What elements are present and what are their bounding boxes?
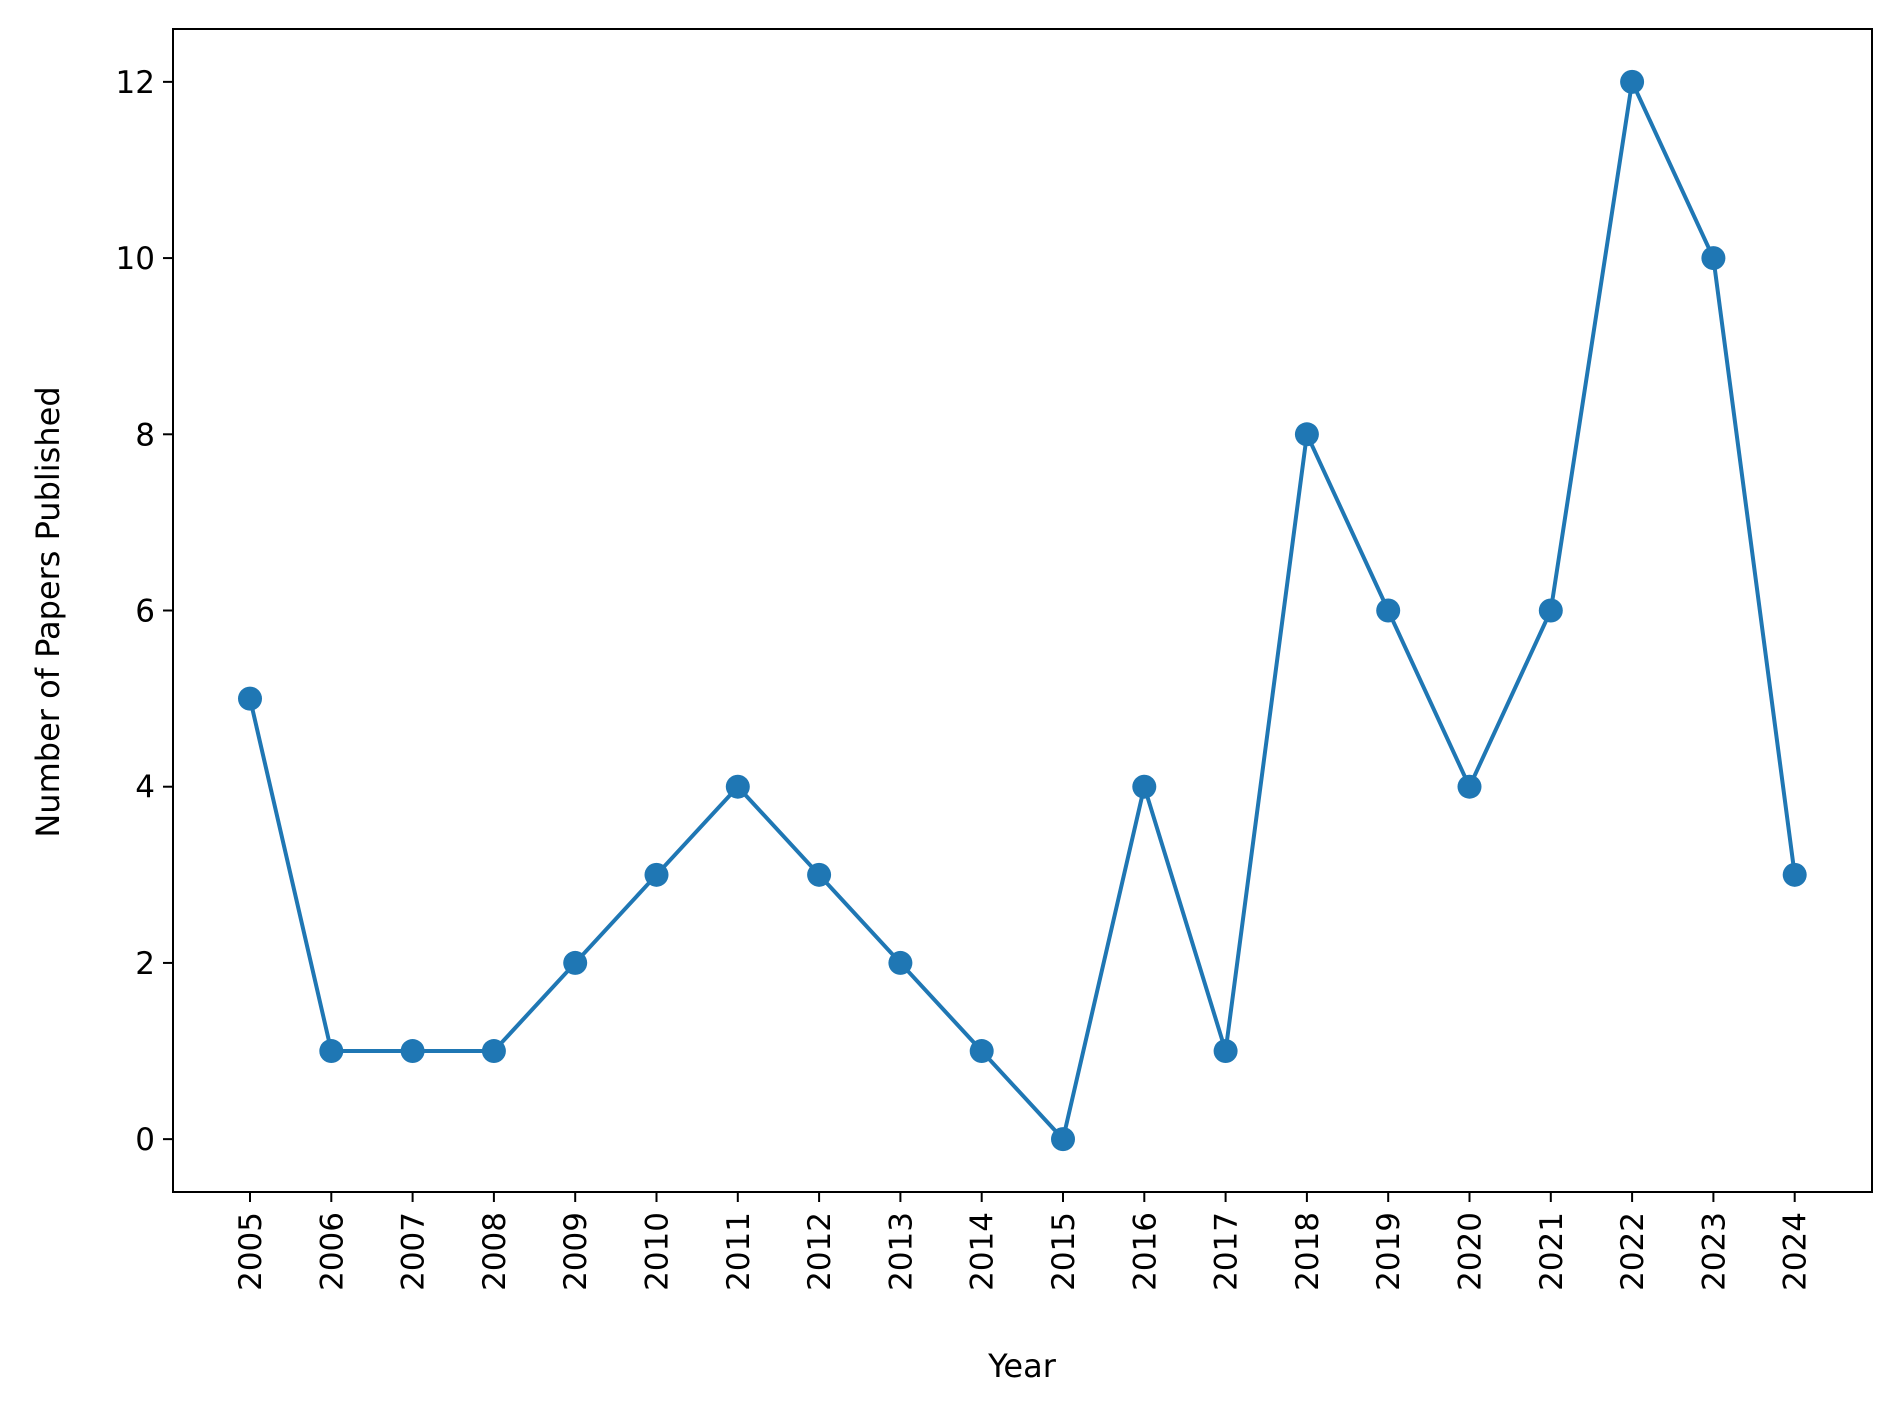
data-point xyxy=(1457,774,1482,799)
data-point xyxy=(725,774,750,799)
x-tick-label: 2012 xyxy=(802,1212,838,1291)
data-point xyxy=(563,950,588,975)
x-tick-label: 2022 xyxy=(1615,1212,1651,1291)
data-point xyxy=(1701,246,1726,271)
data-point xyxy=(1620,69,1645,94)
x-tick-label: 2021 xyxy=(1534,1212,1570,1291)
data-point xyxy=(969,1039,994,1064)
y-tick-label: 10 xyxy=(116,241,155,277)
x-tick-label: 2011 xyxy=(721,1212,757,1291)
y-tick-label: 2 xyxy=(135,946,155,982)
y-tick-label: 4 xyxy=(135,770,155,806)
series-group xyxy=(238,69,1807,1152)
data-point xyxy=(1294,422,1319,447)
x-tick-label: 2020 xyxy=(1453,1212,1489,1291)
x-tick-label: 2009 xyxy=(558,1212,594,1291)
data-point xyxy=(1376,598,1401,623)
data-point xyxy=(1132,774,1157,799)
y-axis: 0 2 4 6 8 10 12 xyxy=(116,65,173,1158)
x-axis-label: Year xyxy=(987,1347,1057,1385)
data-point xyxy=(888,950,913,975)
x-tick-label: 2016 xyxy=(1127,1212,1163,1291)
plot-frame xyxy=(172,28,1873,1193)
x-tick-label: 2006 xyxy=(314,1212,350,1291)
x-tick-label: 2007 xyxy=(396,1212,432,1291)
data-point xyxy=(238,686,262,711)
data-point xyxy=(1782,862,1807,887)
x-tick-label: 2023 xyxy=(1696,1212,1732,1291)
data-point xyxy=(481,1039,506,1064)
series-line xyxy=(248,79,1797,1142)
x-tick-label: 2018 xyxy=(1290,1212,1326,1291)
y-axis-label: Number of Papers Published xyxy=(29,386,67,837)
data-point xyxy=(644,862,669,887)
data-point xyxy=(807,862,832,887)
x-tick-label: 2010 xyxy=(640,1212,676,1291)
data-point xyxy=(1051,1127,1075,1152)
y-tick-label: 12 xyxy=(116,65,155,101)
x-tick-label: 2017 xyxy=(1209,1212,1245,1291)
data-point xyxy=(1213,1039,1238,1064)
x-tick-label: 2015 xyxy=(1046,1212,1082,1291)
x-tick-label: 2024 xyxy=(1778,1212,1814,1291)
x-tick-label: 2019 xyxy=(1371,1212,1407,1291)
x-tick-label: 2013 xyxy=(883,1212,919,1291)
x-tick-label: 2008 xyxy=(477,1212,513,1291)
y-tick-label: 8 xyxy=(135,417,155,453)
data-point xyxy=(1538,598,1563,623)
x-tick-label: 2005 xyxy=(233,1212,269,1291)
data-point xyxy=(319,1039,344,1064)
x-axis: 2005 2006 2007 2008 2009 2010 2011 2012 2013 2014… xyxy=(233,1192,1814,1291)
y-tick-label: 0 xyxy=(135,1122,155,1158)
y-tick-label: 6 xyxy=(135,594,155,630)
data-point xyxy=(400,1039,425,1064)
x-tick-label: 2014 xyxy=(965,1212,1001,1291)
